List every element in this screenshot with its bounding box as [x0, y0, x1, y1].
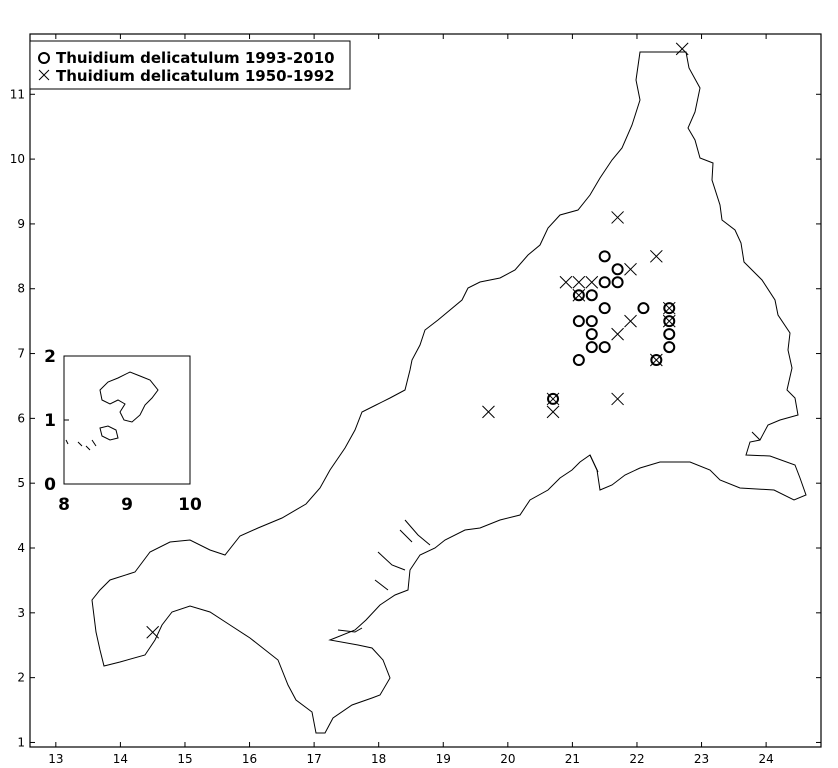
x-tick-label: 21 — [565, 752, 580, 766]
legend-circle-marker — [38, 52, 50, 64]
y-tick-label: 5 — [17, 476, 25, 490]
record-1993-2010-circle — [547, 392, 560, 405]
legend-label-1950-1992: Thuidium delicatulum 1950-1992 — [56, 67, 335, 85]
record-1993-2010-circle — [585, 328, 598, 341]
record-1950-1992-cross — [585, 275, 599, 289]
record-1993-2010-circle — [572, 289, 585, 302]
x-tick-label: 22 — [629, 752, 644, 766]
x-tick-label: 20 — [500, 752, 515, 766]
record-1950-1992-cross — [146, 625, 160, 639]
record-1993-2010-circle — [585, 315, 598, 328]
y-tick-label: 4 — [17, 541, 25, 555]
record-1993-2010-circle — [585, 341, 598, 354]
record-1993-2010-circle — [598, 276, 611, 289]
record-1993-2010-circle — [598, 250, 611, 263]
record-1993-2010-circle — [650, 354, 663, 367]
estuary-inlets — [337, 431, 761, 633]
record-1950-1992-cross — [572, 288, 586, 302]
record-1950-1992-cross — [624, 262, 637, 276]
record-1950-1992-cross — [546, 392, 560, 406]
y-tick-label: 3 — [17, 606, 25, 620]
record-1950-1992-cross — [662, 301, 676, 315]
record-1950-1992-cross — [611, 211, 624, 224]
record-1993-2010-circle — [598, 341, 611, 354]
inset-map: 8 9 10 0 1 2 — [44, 347, 202, 515]
y-tick-label: 2 — [17, 671, 25, 685]
inset-y-tick-label: 2 — [44, 347, 56, 367]
x-tick-label: 19 — [436, 752, 451, 766]
legend-label-1993-2010: Thuidium delicatulum 1993-2010 — [56, 49, 335, 67]
record-1993-2010-circle — [585, 289, 598, 302]
record-1950-1992-cross — [559, 275, 573, 289]
record-1993-2010-circle — [637, 302, 650, 315]
inset-frame — [63, 355, 191, 485]
y-tick-label: 9 — [17, 217, 25, 231]
record-1950-1992-cross — [611, 327, 624, 341]
map-frame — [29, 33, 822, 748]
x-tick-label: 24 — [758, 752, 773, 766]
record-1950-1992-cross — [611, 392, 624, 406]
record-1993-2010-circle — [611, 263, 624, 276]
record-1950-1992-cross — [482, 405, 495, 419]
record-1950-1992-cross — [662, 314, 676, 328]
record-1950-1992-cross — [624, 314, 637, 328]
record-1993-2010-circle — [572, 354, 585, 367]
y-tick-label: 8 — [17, 282, 25, 296]
inset-x-tick-label: 8 — [58, 495, 70, 515]
x-tick-label: 18 — [371, 752, 386, 766]
inset-x-tick-label: 9 — [121, 495, 133, 515]
record-1950-1992-cross — [675, 42, 689, 56]
record-1993-2010-circle — [663, 302, 676, 315]
legend-box — [29, 40, 351, 90]
y-tick-label: 1 — [17, 735, 25, 749]
record-1950-1992-cross — [572, 275, 586, 289]
record-1950-1992-cross — [546, 405, 560, 419]
inset-islands — [65, 371, 159, 451]
record-1993-2010-circle — [663, 341, 676, 354]
x-tick-label: 23 — [694, 752, 709, 766]
record-1993-2010-circle — [572, 315, 585, 328]
record-1993-2010-circle — [598, 302, 611, 315]
record-1993-2010-circle — [663, 315, 676, 328]
x-tick-label: 15 — [177, 752, 192, 766]
record-1993-2010-circle — [663, 328, 676, 341]
legend-x-marker — [38, 69, 50, 81]
x-tick-label: 17 — [306, 752, 321, 766]
coastline — [91, 51, 807, 734]
legend: Thuidium delicatulum 1993-2010 Thuidium … — [29, 40, 351, 90]
x-tick-label: 13 — [48, 752, 63, 766]
y-tick-label: 6 — [17, 411, 25, 425]
record-1950-1992-cross — [649, 249, 663, 263]
inset-y-tick-label: 1 — [44, 411, 56, 431]
inset-x-tick-label: 10 — [178, 495, 202, 515]
y-tick-label: 7 — [17, 347, 25, 361]
y-tick-label: 10 — [10, 152, 25, 166]
y-tick-label: 11 — [10, 87, 25, 101]
x-tick-label: 16 — [242, 752, 257, 766]
record-1950-1992-cross — [649, 353, 663, 367]
record-1993-2010-circle — [611, 276, 624, 289]
inset-y-tick-label: 0 — [44, 475, 56, 495]
x-tick-label: 14 — [113, 752, 128, 766]
